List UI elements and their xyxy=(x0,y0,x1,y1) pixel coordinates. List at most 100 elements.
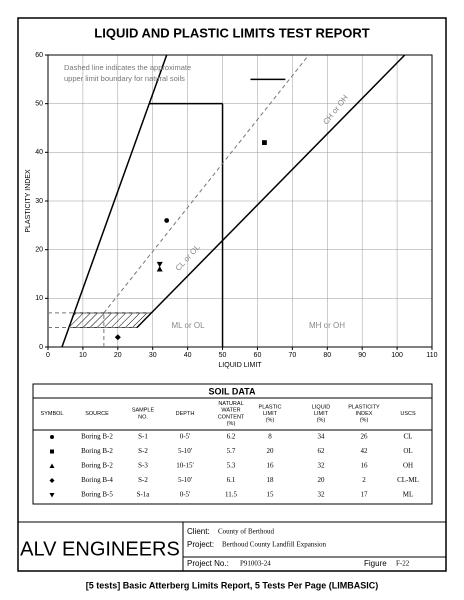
project-no-label: Project No.: xyxy=(187,559,229,568)
table-cell: 32 xyxy=(318,491,326,499)
zone-label: MH or OH xyxy=(309,321,345,330)
table-cell: Boring B-2 xyxy=(81,462,113,470)
table-cell: 6.2 xyxy=(227,433,236,441)
point xyxy=(164,218,170,223)
project-no: P91003-24 xyxy=(240,560,271,568)
table-cell: 5.3 xyxy=(227,462,236,470)
table-cell: Boring B-2 xyxy=(81,447,113,455)
header-line: SOURCE xyxy=(85,411,109,417)
x-tick-label: 110 xyxy=(426,352,437,359)
x-tick-label: 10 xyxy=(79,352,87,359)
table-cell: CL xyxy=(404,433,413,441)
table-cell: OL xyxy=(403,447,412,455)
table-cell: 8 xyxy=(268,433,272,441)
point xyxy=(156,266,163,272)
x-tick-label: 60 xyxy=(254,352,262,359)
y-tick-label: 20 xyxy=(35,247,43,254)
table-cell: S-1 xyxy=(138,433,148,441)
x-axis-label: LIQUID LIMIT xyxy=(218,362,262,369)
figure-label: Figure xyxy=(364,559,387,568)
header-line: DEPTH xyxy=(176,411,195,417)
y-tick-label: 30 xyxy=(35,198,43,205)
dashed-boundary xyxy=(103,54,310,314)
y-tick-label: 0 xyxy=(39,344,43,351)
y-tick-label: 40 xyxy=(35,149,43,156)
column-header: SAMPLE NO. xyxy=(132,408,155,421)
table-cell: 16 xyxy=(361,462,369,470)
table-cell: 32 xyxy=(318,462,326,470)
report-title: LIQUID AND PLASTIC LIMITS TEST REPORT xyxy=(94,25,369,40)
point xyxy=(262,140,267,145)
table-cell: 62 xyxy=(318,447,326,455)
client-label: Client: xyxy=(187,527,210,536)
column-header: DEPTH xyxy=(176,411,195,417)
table-cell: 17 xyxy=(361,491,369,499)
table-cell: 18 xyxy=(267,476,275,484)
caption: [5 tests] Basic Atterberg Limits Report,… xyxy=(86,580,379,590)
frame xyxy=(17,17,447,572)
table-cell: S-2 xyxy=(138,476,148,484)
column-header: SYMBOL xyxy=(41,411,64,417)
table-cell: Boring B-5 xyxy=(81,491,113,499)
table-cell: 5.7 xyxy=(227,447,236,455)
zone-label: ML or OL xyxy=(171,321,205,330)
x-tick-label: 30 xyxy=(149,352,157,359)
table-box xyxy=(32,383,433,505)
header-line: (%) xyxy=(360,418,369,424)
header-line: SAMPLE xyxy=(132,408,155,414)
y-axis-label: PLASTICITY INDEX xyxy=(25,169,32,233)
column-header: PLASTICITY INDEX (%) xyxy=(348,405,380,424)
y-tick-label: 50 xyxy=(35,101,43,108)
header-line: SYMBOL xyxy=(41,411,64,417)
table-cell: S-2 xyxy=(138,447,148,455)
table-cell: 6.1 xyxy=(227,476,236,484)
legend-symbol xyxy=(49,478,55,483)
legend-symbol xyxy=(50,449,54,454)
table-cell: 42 xyxy=(361,447,369,455)
table-cell: 10-15' xyxy=(176,462,194,470)
footer-box xyxy=(17,521,447,572)
header-line: NO. xyxy=(138,415,148,421)
table-cell: 20 xyxy=(267,447,275,455)
header-line: (%) xyxy=(317,418,326,424)
table-cell: 34 xyxy=(318,433,326,441)
header-line: LIMIT xyxy=(263,411,278,417)
x-tick-label: 40 xyxy=(184,352,192,359)
x-tick-label: 50 xyxy=(219,352,227,359)
x-tick-label: 70 xyxy=(288,352,296,359)
legend-symbol xyxy=(49,463,55,468)
table-title: SOIL DATA xyxy=(209,386,257,396)
point xyxy=(114,334,121,341)
table-cell: 26 xyxy=(361,433,369,441)
table-cell: 0-5' xyxy=(180,491,191,499)
table-cell: Boring B-4 xyxy=(81,476,113,484)
project-label: Project: xyxy=(187,540,214,549)
column-header: USCS xyxy=(400,411,416,417)
header-line: PLASTICITY xyxy=(348,405,380,411)
y-tick-label: 10 xyxy=(35,295,43,302)
column-header: NATURAL WATER CONTENT (%) xyxy=(218,402,245,428)
x-tick-label: 100 xyxy=(391,352,403,359)
y-tick-label: 60 xyxy=(35,52,43,59)
header-line: USCS xyxy=(400,411,416,417)
boundary-line xyxy=(136,54,406,329)
table-cell: Boring B-2 xyxy=(81,433,113,441)
table-cell: 20 xyxy=(318,476,326,484)
table-cell: 5-10' xyxy=(178,476,192,484)
plot-frame xyxy=(47,54,433,348)
client: County of Berthoud xyxy=(218,528,274,536)
legend-symbol xyxy=(49,493,55,498)
zone-label: CL or OL xyxy=(174,242,203,272)
zone-label: CH or OH xyxy=(321,93,350,126)
figure: F-22 xyxy=(396,560,410,568)
header-line: PLASTIC xyxy=(259,405,282,411)
company: ALV ENGINEERS xyxy=(20,538,180,560)
table-cell: 15 xyxy=(267,491,275,499)
point xyxy=(156,261,163,268)
table-cell: OH xyxy=(403,462,413,470)
column-header: PLASTIC LIMIT (%) xyxy=(259,405,282,424)
header-line: (%) xyxy=(266,418,275,424)
x-tick-label: 0 xyxy=(46,352,50,359)
